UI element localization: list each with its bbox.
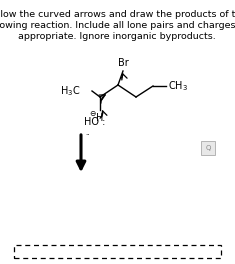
Text: $\ominus$: $\ominus$ xyxy=(89,110,97,119)
FancyBboxPatch shape xyxy=(201,141,215,155)
Text: H: H xyxy=(96,113,104,123)
Text: H$_3$C: H$_3$C xyxy=(60,84,80,98)
Text: Br: Br xyxy=(118,58,128,68)
Text: appropriate. Ignore inorganic byproducts.: appropriate. Ignore inorganic byproducts… xyxy=(18,32,216,41)
Text: Q: Q xyxy=(205,145,211,151)
Text: ..: .. xyxy=(86,130,90,136)
Text: HO :: HO : xyxy=(84,117,105,127)
Text: CH$_3$: CH$_3$ xyxy=(168,79,188,93)
Text: Follow the curved arrows and draw the products of the: Follow the curved arrows and draw the pr… xyxy=(0,10,235,19)
Bar xyxy=(14,245,221,258)
Text: following reaction. Include all lone pairs and charges as: following reaction. Include all lone pai… xyxy=(0,21,235,30)
